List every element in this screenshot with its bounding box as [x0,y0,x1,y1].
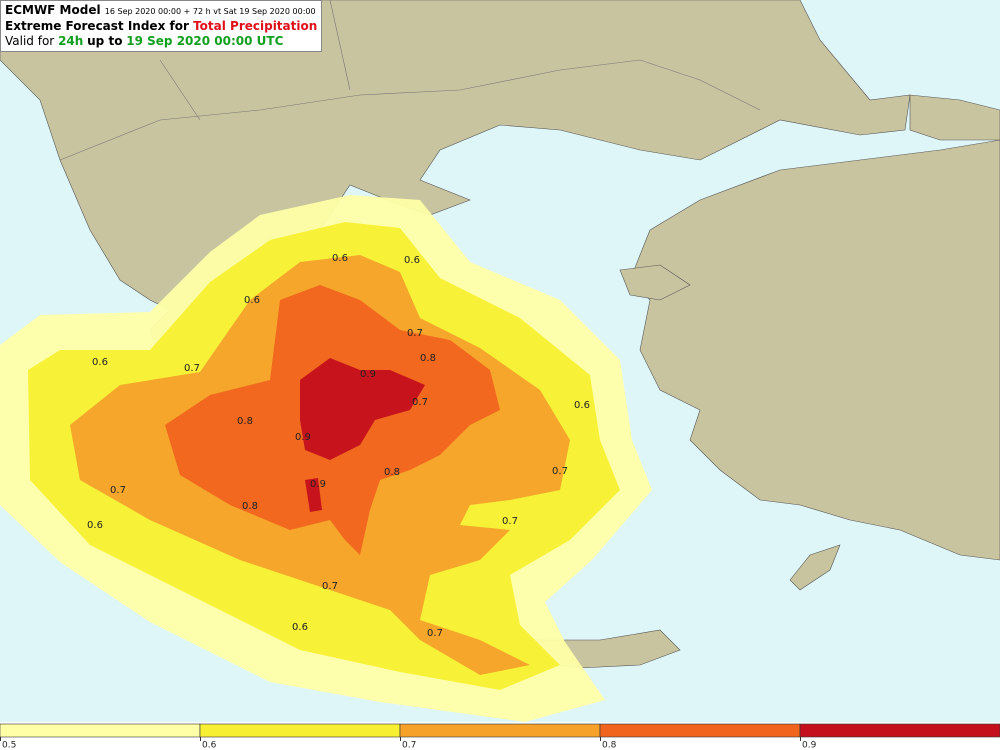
efi-area [300,358,425,512]
colorbar-segment [599,723,801,738]
land-thrace [909,94,1000,141]
contour-label: 0.7 [110,485,126,496]
model: ECMWF Model [5,3,101,17]
contour-label: 0.9 [310,479,326,490]
colorbar-segment [0,723,201,738]
colorbar-segment [199,723,401,738]
contour-label: 0.8 [242,501,258,512]
contour-label: 0.8 [420,353,436,364]
colorbar-label: 0.8 [602,741,617,750]
colorbar-label: 0.7 [402,741,416,750]
period: 24h [58,34,84,48]
header-line: Extreme Forecast Index for Total Precipi… [5,19,317,34]
colorbar-label: 0.6 [202,741,217,750]
contour-label: 0.6 [404,255,420,266]
border [59,0,761,161]
run-info: 16 Sep 2020 00:00 + 72 h vt Sat 19 Sep 2… [104,7,316,16]
contour-label: 0.9 [360,369,376,380]
contour-label: 0.6 [87,520,103,531]
contour-label: 0.7 [427,628,443,639]
contour-label: 0.6 [292,622,308,633]
up-to: up to [87,34,123,48]
contour-label: 0.7 [322,581,338,592]
contour-label: 0.6 [332,253,348,264]
colorbar-segment [399,723,601,738]
land-rhodes [789,544,841,591]
colorbar-segment [799,723,1000,738]
header-line: Valid for 24h up to 19 Sep 2020 00:00 UT… [5,34,317,49]
valid-time: 19 Sep 2020 00:00 UTC [126,34,284,48]
contour-label: 0.6 [244,295,260,306]
efi-field [0,195,652,722]
parameter: Total Precipitation [193,19,318,33]
contour-label: 0.7 [552,466,568,477]
contour-label: 0.7 [502,516,518,527]
land-lesbos [619,264,691,301]
contour-label: 0.7 [184,363,200,374]
contour-label: 0.7 [412,397,428,408]
colorbar-label: 0.9 [802,741,817,750]
land-turkey [629,139,1000,561]
product: Extreme Forecast Index for [5,19,189,33]
contour-label: 0.8 [384,467,400,478]
contour-label: 0.6 [92,357,108,368]
contour-label: 0.8 [237,416,253,427]
colorbar-label: 0.5 [2,741,16,750]
header-line: ECMWF Model 16 Sep 2020 00:00 + 72 h vt … [5,3,317,19]
contour-label: 0.9 [295,432,311,443]
valid-label: Valid for [5,34,55,48]
header: ECMWF Model 16 Sep 2020 00:00 + 72 h vt … [0,0,323,52]
contour-label: 0.7 [407,328,423,339]
contour-label: 0.6 [574,400,590,411]
